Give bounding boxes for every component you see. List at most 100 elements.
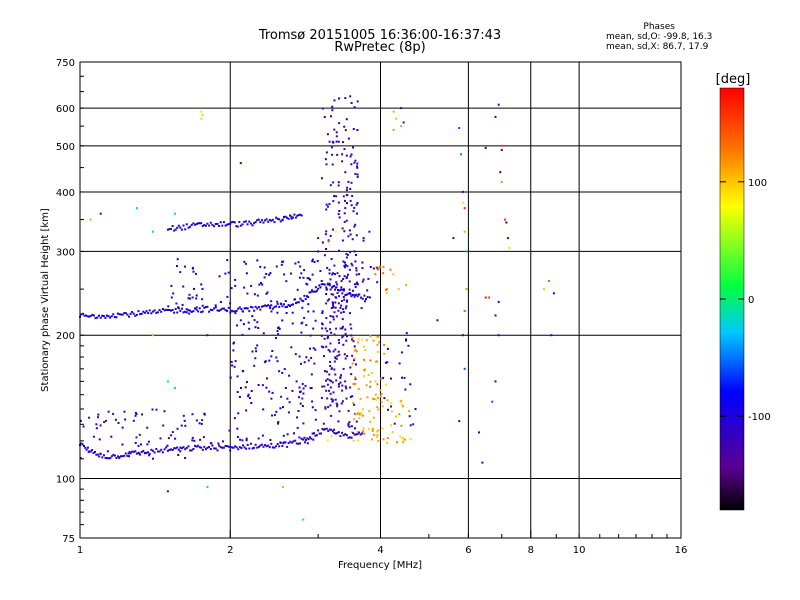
data-point — [276, 330, 279, 333]
data-point — [380, 400, 383, 403]
data-point — [195, 419, 198, 422]
data-point — [376, 406, 379, 409]
data-point — [358, 413, 361, 416]
data-point — [362, 278, 365, 281]
trace-point — [363, 294, 366, 297]
trace-point — [290, 441, 293, 444]
data-point — [124, 418, 127, 421]
data-point — [334, 373, 337, 376]
data-point — [166, 444, 169, 447]
data-point — [286, 397, 289, 400]
data-point — [170, 434, 173, 437]
data-point — [342, 343, 345, 346]
trace-point — [339, 435, 342, 438]
data-point — [283, 368, 286, 371]
trace-point — [131, 450, 134, 453]
data-point — [244, 386, 247, 389]
data-point — [386, 347, 389, 350]
trace-point — [179, 309, 182, 312]
data-point — [339, 381, 342, 384]
sparse-point — [500, 144, 503, 147]
data-point — [360, 412, 363, 415]
trace-point — [344, 294, 347, 297]
data-point — [182, 285, 185, 288]
x-tick-label: 6 — [465, 545, 471, 556]
trace-point — [254, 221, 257, 224]
data-point — [329, 328, 331, 331]
data-point — [323, 116, 326, 118]
data-point — [241, 333, 244, 336]
trace-point — [203, 306, 206, 309]
data-point — [321, 327, 324, 330]
trace-point — [248, 220, 251, 223]
data-point — [338, 353, 341, 356]
sparse-point — [337, 201, 340, 204]
data-point — [244, 262, 247, 265]
data-point — [256, 344, 259, 347]
trace-point — [171, 309, 174, 311]
trace-point — [189, 449, 192, 452]
trace-point — [289, 440, 292, 443]
data-point — [325, 230, 328, 233]
data-point — [245, 409, 248, 412]
trace-point — [197, 444, 200, 447]
sparse-point — [392, 128, 395, 131]
data-point — [344, 261, 346, 264]
data-point — [240, 387, 242, 389]
data-point — [193, 439, 196, 442]
data-point — [198, 422, 201, 425]
x-tick-label: 4 — [377, 545, 383, 556]
data-point — [239, 438, 241, 441]
data-point — [353, 403, 356, 406]
trace-point — [238, 306, 241, 309]
data-point — [236, 391, 239, 393]
data-point — [337, 383, 340, 386]
data-point — [218, 275, 221, 278]
data-point — [403, 438, 406, 441]
data-point — [333, 428, 336, 431]
trace-point — [226, 309, 229, 312]
sparse-point — [392, 110, 395, 113]
trace-point — [177, 224, 180, 227]
data-point — [257, 384, 260, 386]
trace-point — [195, 223, 198, 226]
trace-point — [242, 310, 244, 313]
trace-point — [180, 447, 183, 450]
data-point — [348, 268, 351, 271]
trace-point — [243, 307, 246, 310]
data-point — [333, 360, 336, 363]
trace-point — [221, 307, 224, 310]
trace-point — [198, 222, 201, 225]
trace-point — [256, 307, 259, 310]
sparse-point — [353, 250, 356, 253]
data-point — [281, 371, 284, 374]
data-point — [326, 439, 329, 442]
data-point — [242, 323, 245, 326]
data-point — [302, 392, 305, 395]
trace-point — [92, 314, 95, 317]
data-point — [377, 341, 380, 344]
data-point — [343, 230, 346, 233]
data-point — [346, 355, 349, 357]
data-point — [332, 293, 335, 296]
data-point — [182, 414, 185, 417]
trace-point — [102, 315, 105, 317]
data-point — [191, 296, 194, 299]
data-point — [400, 351, 403, 354]
data-point — [233, 341, 235, 344]
data-point — [324, 370, 326, 373]
data-point — [354, 413, 357, 416]
data-point — [271, 414, 273, 417]
data-point — [354, 382, 357, 385]
data-point — [278, 327, 281, 330]
data-point — [174, 437, 177, 440]
sparse-point — [407, 344, 410, 347]
data-point — [345, 189, 348, 192]
trace-point — [271, 446, 274, 449]
data-point — [326, 266, 329, 269]
data-point — [329, 278, 332, 281]
data-point — [110, 435, 113, 438]
data-point — [312, 347, 315, 350]
sparse-point — [344, 97, 347, 99]
data-point — [299, 402, 302, 405]
